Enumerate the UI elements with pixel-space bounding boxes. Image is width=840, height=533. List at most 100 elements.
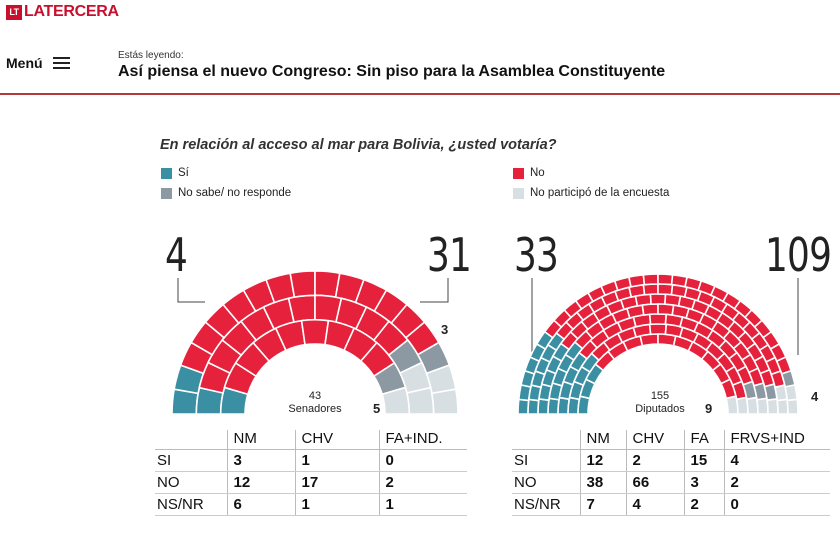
seat: [627, 273, 646, 288]
callout-lines: [531, 278, 799, 360]
deputies-body: Diputados: [635, 403, 685, 415]
table-cell: 2: [723, 471, 830, 494]
table-cell: 66: [625, 471, 684, 494]
deputies-no-count: 109: [765, 228, 832, 282]
row-label: SI: [155, 449, 227, 472]
logo-mark: LT: [6, 4, 22, 20]
table-header: CHV: [625, 430, 684, 450]
menu-label: Menú: [6, 55, 43, 71]
table-cell: 4: [625, 493, 684, 516]
table-cell: 12: [579, 449, 626, 472]
seat: [648, 323, 668, 336]
seat: [406, 386, 435, 415]
article-title[interactable]: Así piensa el nuevo Congreso: Sin piso p…: [118, 63, 666, 80]
deputies-nsnr-count: 4: [811, 389, 819, 404]
legend-swatch: [161, 187, 172, 199]
table-cell: 38: [579, 471, 626, 494]
table-header: NM: [226, 430, 295, 450]
table-header: CHV: [294, 430, 379, 450]
table-row: NO 38 66 3 2: [512, 471, 830, 494]
legend-item-np: No participó de la encuesta: [513, 187, 669, 199]
legend-swatch: [513, 187, 524, 199]
seat: [648, 313, 668, 326]
seat: [756, 397, 769, 415]
table-cell: 6: [226, 493, 295, 516]
seat: [430, 388, 459, 415]
table-cell: 12: [226, 471, 295, 494]
table-cell: 1: [378, 493, 467, 516]
legend-swatch: [161, 167, 172, 179]
seat: [784, 383, 799, 402]
table-cell: 2: [683, 493, 724, 516]
seat: [786, 398, 799, 415]
deputies-table: NM CHV FA FRVS+IND SI 12 2 15 4 NO 38 66…: [512, 430, 830, 516]
table-header: NM: [579, 430, 626, 450]
table-row: SI 12 2 15 4: [512, 449, 830, 472]
seat: [649, 293, 667, 306]
row-label: NO: [155, 471, 227, 494]
deputies-total: 155: [650, 390, 670, 402]
table-header: [155, 430, 227, 450]
senate-seats: [171, 270, 459, 415]
callout-line: [420, 278, 449, 303]
legend-item-nsnr: No sabe/ no responde: [161, 187, 291, 199]
seat: [289, 270, 316, 299]
logo-text: LATERCERA: [24, 3, 119, 20]
seat: [517, 398, 530, 415]
table-cell: 4: [723, 449, 830, 472]
header-divider: [0, 93, 840, 95]
seat: [300, 318, 330, 346]
callout-line: [177, 278, 205, 303]
table-row: SI 3 1 0: [155, 449, 467, 472]
table-cell: 0: [378, 449, 467, 472]
seat: [657, 283, 674, 296]
site-logo[interactable]: LT LATERCERA: [6, 3, 119, 21]
deputies-hemicycle: [517, 273, 799, 415]
deputies-si-count: 33: [514, 228, 559, 282]
legend-item-si: Sí: [161, 167, 189, 179]
row-label: SI: [512, 449, 580, 472]
table-cell: 2: [625, 449, 684, 472]
chart-question: En relación al acceso al mar para Bolivi…: [160, 137, 557, 153]
table-row: NO 12 17 2: [155, 471, 467, 494]
seat: [642, 273, 659, 286]
table-cell: 1: [294, 493, 379, 516]
table-cell: 15: [683, 449, 724, 472]
legend-item-no: No: [513, 167, 545, 179]
table-header: [512, 430, 580, 450]
senate-si-count: 4: [165, 228, 188, 282]
deputies-seats: [517, 273, 799, 415]
senate-total: 43: [308, 390, 322, 402]
seat: [766, 398, 779, 415]
table-cell: 7: [579, 493, 626, 516]
row-label: NS/NR: [155, 493, 227, 516]
deputies-center-label: 155 Diputados: [615, 390, 705, 416]
top-bar: LT LATERCERA: [0, 0, 840, 30]
legend-label: No sabe/ no responde: [178, 187, 292, 199]
seat: [287, 294, 316, 323]
seat: [632, 313, 652, 328]
table-cell: 0: [723, 493, 830, 516]
callout-lines: [177, 278, 449, 303]
deputies-np-count: 9: [705, 401, 713, 416]
seat: [642, 283, 659, 296]
legend-label: No participó de la encuesta: [530, 187, 670, 199]
table-cell: 1: [294, 449, 379, 472]
senate-center-label: 43 Senadores: [270, 390, 360, 416]
seat: [639, 333, 659, 347]
row-label: NO: [512, 471, 580, 494]
table-cell: 17: [294, 471, 379, 494]
legend-label: Sí: [178, 167, 189, 179]
table-row: NS/NR 7 4 2 0: [512, 493, 830, 516]
seat: [657, 303, 675, 316]
table-cell: 3: [683, 471, 724, 494]
senate-np-count: 5: [373, 401, 381, 416]
hamburger-icon: [52, 57, 70, 69]
senate-no-count: 31: [427, 228, 472, 282]
menu-button[interactable]: Menú: [6, 55, 70, 71]
senate-nsnr-count: 3: [441, 322, 449, 337]
senate-table: NM CHV FA+IND. SI 3 1 0 NO 12 17 2 NS/NR…: [155, 430, 467, 516]
legend-swatch: [513, 167, 524, 179]
reading-label: Estás leyendo:: [118, 50, 184, 61]
table-header: FRVS+IND: [723, 430, 830, 450]
